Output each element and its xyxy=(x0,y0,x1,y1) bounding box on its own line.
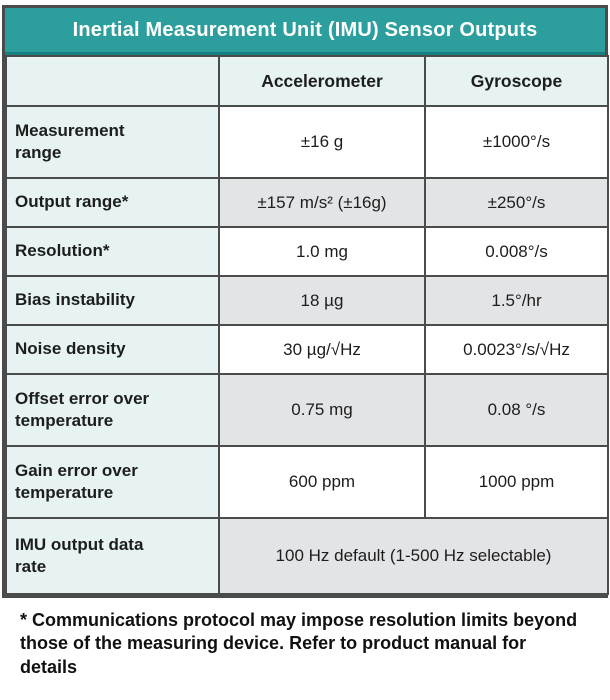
column-header-accelerometer: Accelerometer xyxy=(218,55,426,107)
spec-row-resolution: Resolution* 1.0 mg 0.008°/s xyxy=(5,226,609,277)
table-title: Inertial Measurement Unit (IMU) Sensor O… xyxy=(72,18,538,41)
row-label: Noise density xyxy=(5,324,220,375)
imu-spec-table: Inertial Measurement Unit (IMU) Sensor O… xyxy=(2,5,609,598)
accelerometer-value: 18 µg xyxy=(218,275,426,326)
row-label: Measurement range xyxy=(5,105,220,179)
gyroscope-value: 1000 ppm xyxy=(424,445,609,519)
spec-row-output-range: Output range* ±157 m/s² (±16g) ±250°/s xyxy=(5,177,609,228)
gyroscope-value: ±1000°/s xyxy=(424,105,609,179)
gyroscope-value: 0.0023°/s/√Hz xyxy=(424,324,609,375)
row-label: IMU output data rate xyxy=(5,517,220,595)
table-title-bar: Inertial Measurement Unit (IMU) Sensor O… xyxy=(5,8,605,55)
spec-row-noise-density: Noise density 30 µg/√Hz 0.0023°/s/√Hz xyxy=(5,324,609,375)
row-label: Offset error over temperature xyxy=(5,373,220,447)
gyroscope-value: 0.008°/s xyxy=(424,226,609,277)
accelerometer-value: 1.0 mg xyxy=(218,226,426,277)
accelerometer-value: ±157 m/s² (±16g) xyxy=(218,177,426,228)
column-header-gyroscope: Gyroscope xyxy=(424,55,609,107)
accelerometer-value: 600 ppm xyxy=(218,445,426,519)
spec-row-measurement-range: Measurement range ±16 g ±1000°/s xyxy=(5,105,609,179)
row-label: Output range* xyxy=(5,177,220,228)
footnote: * Communications protocol may impose res… xyxy=(20,610,578,677)
spec-row-gain-error: Gain error over temperature 600 ppm 1000… xyxy=(5,445,609,519)
row-label: Gain error over temperature xyxy=(5,445,220,519)
accelerometer-value: 0.75 mg xyxy=(218,373,426,447)
gyroscope-value: 1.5°/hr xyxy=(424,275,609,326)
accelerometer-value: 30 µg/√Hz xyxy=(218,324,426,375)
gyroscope-value: ±250°/s xyxy=(424,177,609,228)
accelerometer-value: ±16 g xyxy=(218,105,426,179)
column-header-row: Accelerometer Gyroscope xyxy=(5,55,609,107)
row-label: Resolution* xyxy=(5,226,220,277)
spec-row-imu-output-data-rate: IMU output data rate 100 Hz default (1-5… xyxy=(5,517,609,595)
spec-row-offset-error: Offset error over temperature 0.75 mg 0.… xyxy=(5,373,609,447)
row-label: Bias instability xyxy=(5,275,220,326)
gyroscope-value: 0.08 °/s xyxy=(424,373,609,447)
merged-value: 100 Hz default (1-500 Hz selectable) xyxy=(218,517,609,595)
corner-cell xyxy=(5,55,220,107)
spec-table: Accelerometer Gyroscope Measurement rang… xyxy=(5,55,609,595)
spec-row-bias-instability: Bias instability 18 µg 1.5°/hr xyxy=(5,275,609,326)
